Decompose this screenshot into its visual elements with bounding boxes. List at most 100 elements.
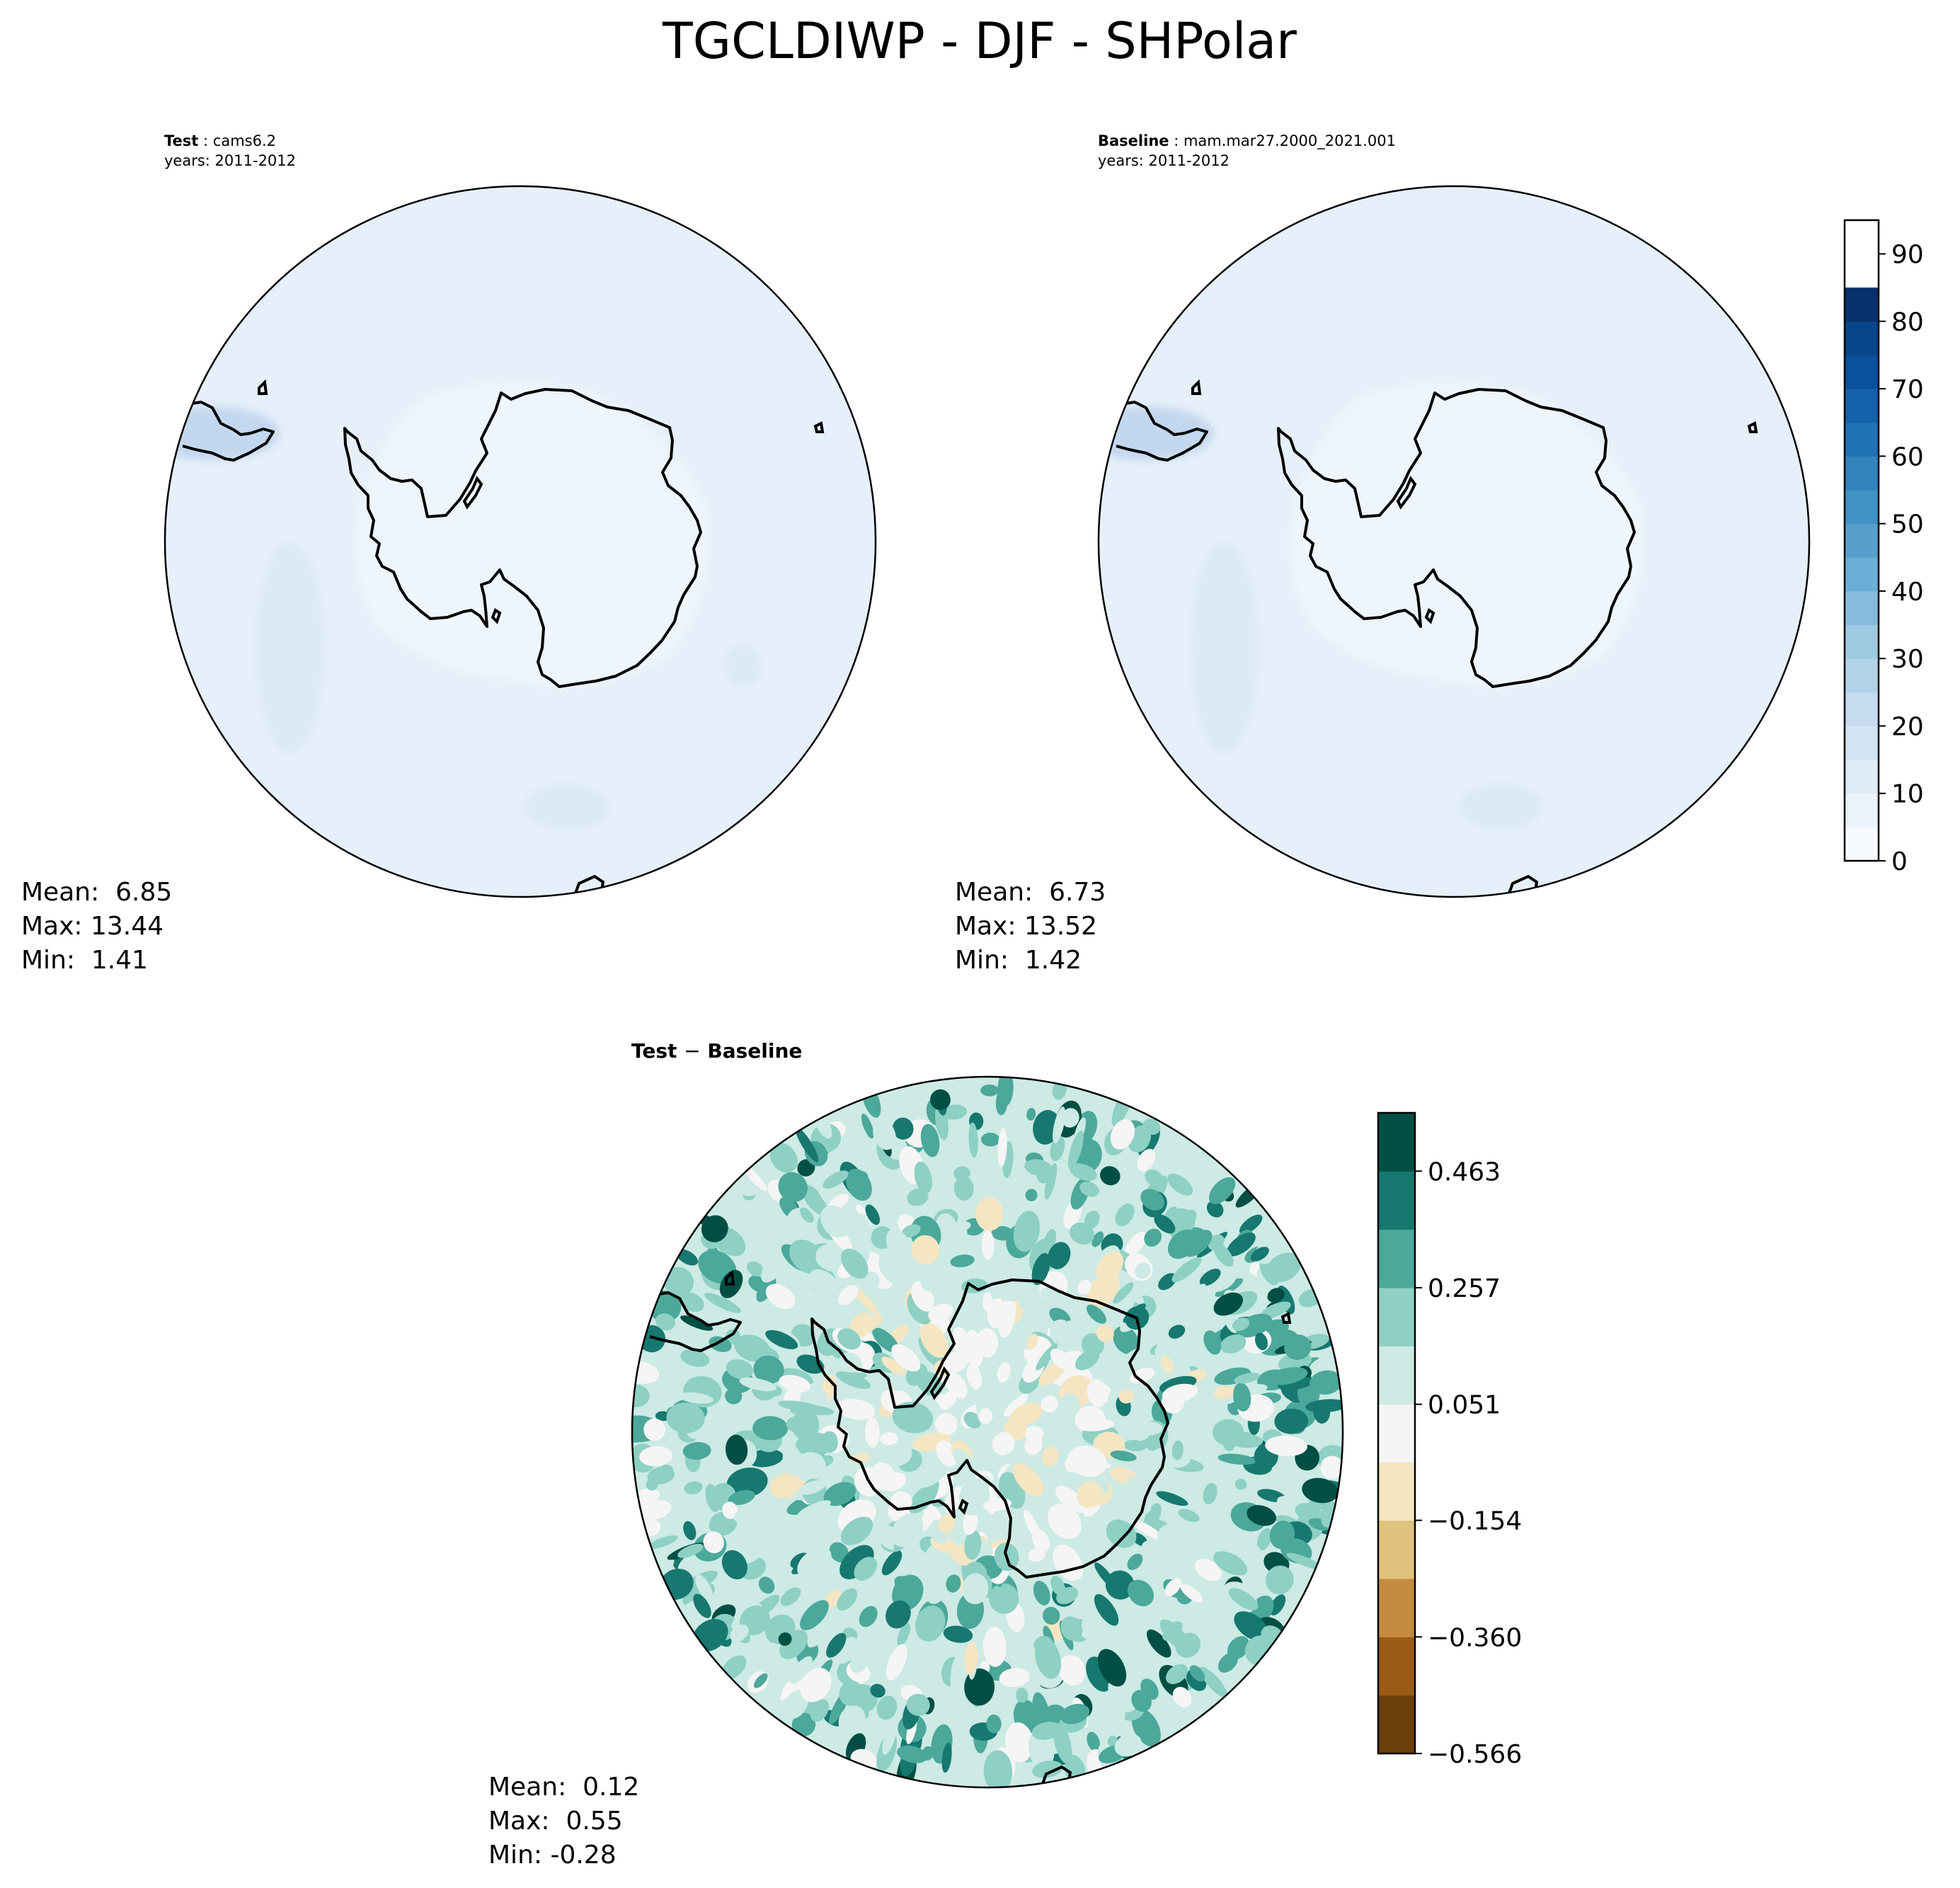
blues-colorbar-tick-label: 80 <box>1891 308 1924 337</box>
blues-colorbar-tick-label: 60 <box>1891 442 1924 471</box>
diff-field-patch <box>730 1624 749 1642</box>
diff-field-patch <box>841 1248 869 1279</box>
diff-field-patch <box>1002 1194 1015 1223</box>
diff-field-patch <box>1168 1325 1186 1339</box>
diff-field-patch <box>1145 1169 1164 1187</box>
diff-field-patch <box>1003 1393 1028 1417</box>
diff-field-patch <box>1156 1491 1188 1506</box>
diff-field-patch <box>823 1170 849 1189</box>
diff-field-patch <box>963 1511 978 1535</box>
diff-antarctica-coastline <box>810 1278 1169 1579</box>
diff-field-patch <box>1043 1606 1060 1625</box>
diff-field-patch <box>925 1579 946 1604</box>
diff-field-patch <box>1157 1523 1188 1554</box>
diff-field-patch <box>795 1127 819 1162</box>
blues-colorbar-level <box>1845 321 1879 356</box>
diff-field-patch <box>964 1530 982 1560</box>
diff-field-patch <box>1076 1481 1103 1509</box>
diff-field-patch <box>1230 1434 1263 1448</box>
diff-field-patch <box>769 1143 798 1173</box>
diff-field-patch <box>1144 1228 1162 1247</box>
diff-field-patch <box>823 1482 856 1506</box>
diff-field-patch <box>778 1172 808 1203</box>
diff-field-patch <box>753 1355 784 1384</box>
diff-field-patch <box>1171 1257 1202 1283</box>
diff-field-patch <box>726 1467 768 1498</box>
diff-field-patch <box>796 1500 831 1518</box>
diff-field-patch <box>1023 1509 1041 1542</box>
blues-colorbar-tick-label: 70 <box>1891 375 1924 404</box>
diff-field-patch <box>1123 1231 1147 1259</box>
test-map-feature <box>256 542 324 754</box>
brbg-colorbar-level <box>1378 1113 1415 1172</box>
diff-field-patch <box>1129 1418 1152 1441</box>
diff-field-patch <box>703 1531 724 1554</box>
diff-field-patch <box>1127 1553 1143 1570</box>
diff-field-patch <box>730 1528 755 1545</box>
diff-field-patch <box>886 1644 907 1681</box>
blues-colorbar-level <box>1845 726 1879 760</box>
diff-field-patch <box>1233 1383 1251 1412</box>
diff-field-patch <box>1100 1166 1121 1186</box>
diff-field-patch <box>884 1263 899 1281</box>
diff-field-patch <box>1075 1455 1111 1468</box>
diff-field-patch <box>1276 1496 1297 1509</box>
diff-field-patch <box>1096 1324 1114 1343</box>
diff-field-patch <box>1113 1282 1134 1304</box>
diff-field-patch <box>989 1583 1019 1614</box>
diff-field-patch <box>897 1745 928 1763</box>
diff-field-patch <box>1256 1528 1272 1551</box>
diff-field-patch <box>1055 1485 1087 1514</box>
diff-field-patch <box>963 1412 982 1429</box>
diff-field-patch <box>886 1600 911 1629</box>
diff-field-patch <box>680 1349 710 1367</box>
diff-field-patch <box>1269 1594 1286 1615</box>
diff-field-patch <box>1090 1525 1111 1546</box>
diff-field-patch <box>881 1550 902 1576</box>
blues-colorbar-level <box>1845 760 1879 794</box>
diff-field-patch <box>761 1257 784 1283</box>
blues-colorbar-level <box>1845 624 1879 659</box>
diff-map <box>632 1077 1343 1787</box>
diff-field-patch <box>1199 1666 1227 1698</box>
diff-field-patch <box>798 1480 826 1495</box>
diff-field-patch <box>1171 1208 1196 1232</box>
diff-field-patch <box>1048 1504 1082 1539</box>
diff-field-patch <box>1213 1551 1247 1576</box>
diff-field-patch <box>1094 1594 1119 1626</box>
brbg-colorbar-level <box>1378 1288 1415 1346</box>
diff-field-patch <box>996 1284 1024 1302</box>
diff-field-patch <box>1048 1242 1071 1269</box>
blues-colorbar-level <box>1845 422 1879 457</box>
diff-field-patch <box>632 1384 650 1407</box>
diff-field-patch <box>897 1623 911 1647</box>
test-stat-mean: Mean: 6.85 <box>21 878 172 907</box>
diff-field-patch <box>946 1574 961 1593</box>
diff-field-patch <box>1105 1570 1135 1600</box>
diff-field-patch <box>1202 1598 1232 1624</box>
diff-field-patch <box>1164 1578 1182 1597</box>
diff-field-patch <box>650 1384 687 1404</box>
blues-colorbar-level <box>1845 793 1879 828</box>
diff-field-patch <box>1081 1333 1105 1356</box>
brbg-colorbar-tick-label: 0.463 <box>1428 1157 1501 1186</box>
diff-field-patch <box>1227 1232 1256 1257</box>
blues-colorbar-tick-label: 10 <box>1891 780 1924 809</box>
test-island <box>813 421 825 433</box>
diff-field-patch <box>997 1077 1014 1107</box>
diff-field-patch <box>755 1642 779 1666</box>
diff-field-patch <box>862 1693 873 1706</box>
diff-field-patch <box>808 1269 841 1300</box>
diff-field-patch <box>829 1542 849 1563</box>
diff-field-patch <box>1044 1163 1058 1200</box>
diff-field-patch <box>906 1693 930 1716</box>
blues-colorbar-level <box>1845 590 1879 626</box>
diff-field-patch <box>1087 1272 1120 1308</box>
brbg-colorbar-tick-label: −0.566 <box>1428 1740 1522 1769</box>
diff-field-patch <box>751 1516 787 1545</box>
diff-field-patch <box>1024 1434 1043 1455</box>
diff-field-patch <box>850 1640 874 1674</box>
diff-field-patch <box>1041 1395 1058 1413</box>
diff-field-patch <box>733 1502 773 1523</box>
diff-field-patch <box>1158 1273 1177 1291</box>
